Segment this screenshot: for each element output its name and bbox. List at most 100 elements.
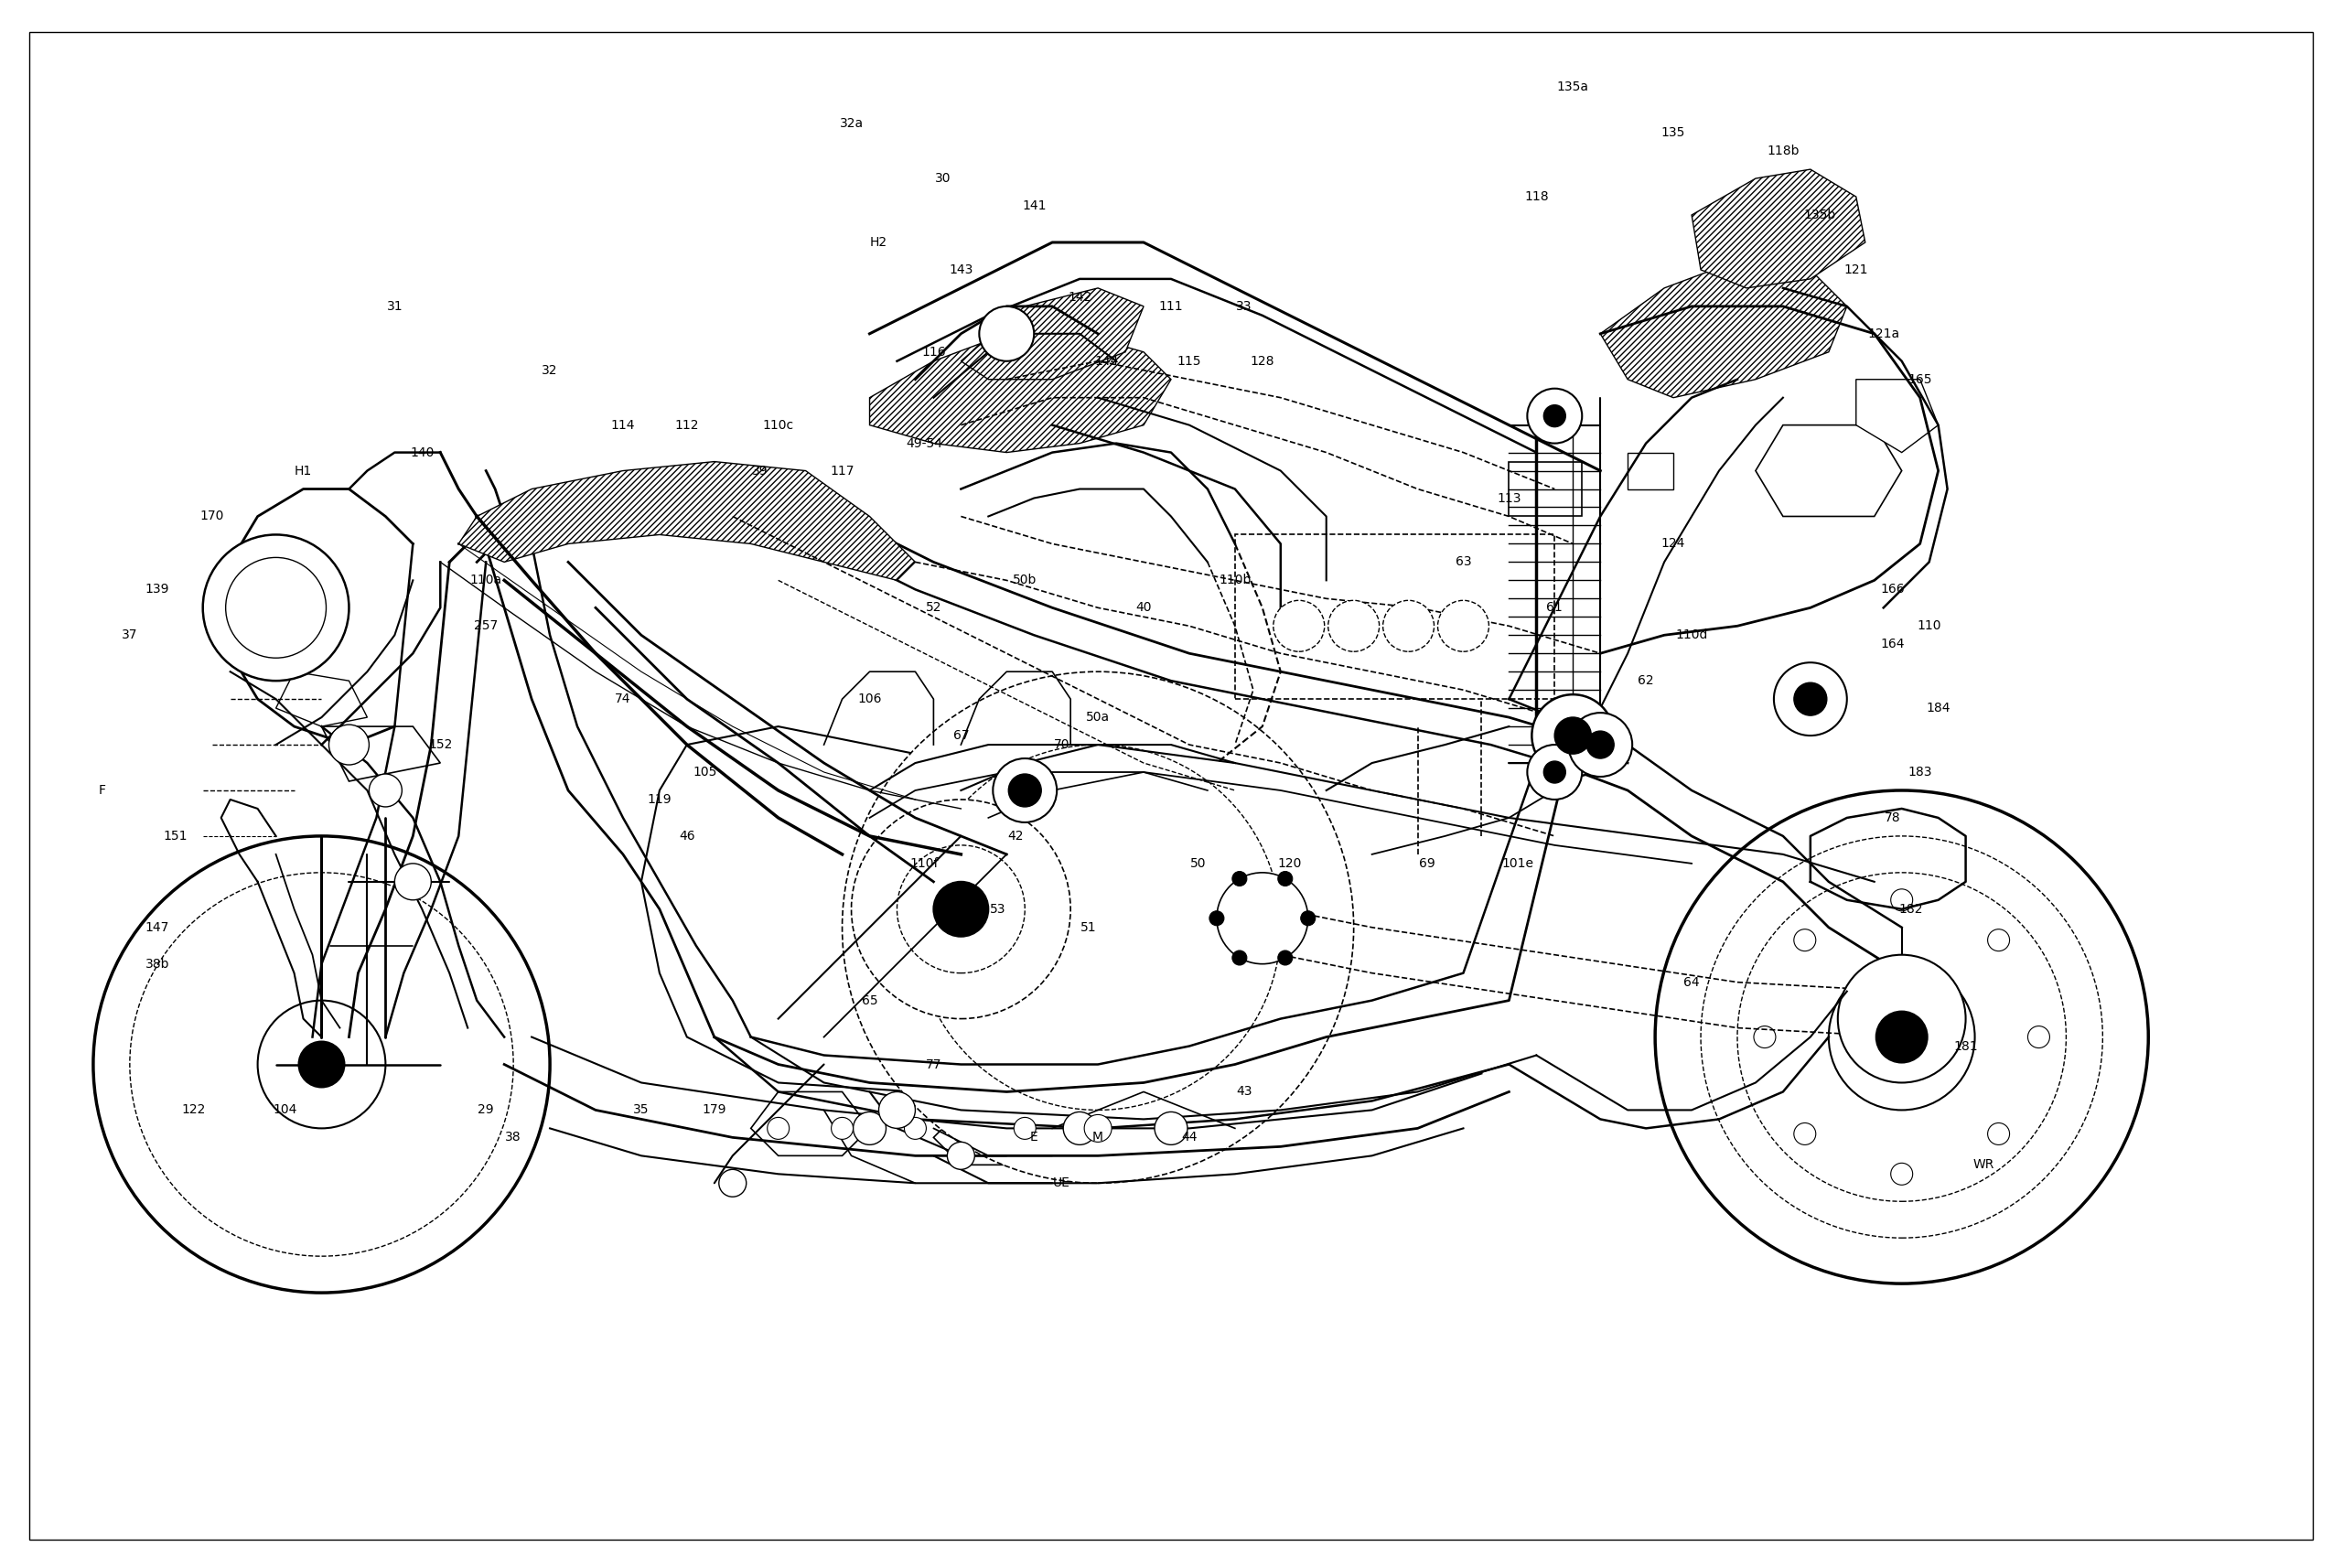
Text: 62: 62 xyxy=(1637,674,1653,687)
Text: 104: 104 xyxy=(273,1104,296,1116)
Text: WR: WR xyxy=(1973,1159,1994,1171)
Circle shape xyxy=(1586,731,1614,759)
Circle shape xyxy=(1439,601,1488,652)
Text: 35: 35 xyxy=(634,1104,648,1116)
Circle shape xyxy=(851,800,1070,1019)
Text: 151: 151 xyxy=(163,829,187,842)
Polygon shape xyxy=(641,726,1280,1091)
Text: 142: 142 xyxy=(1068,290,1091,304)
Text: 165: 165 xyxy=(1908,373,1933,386)
Text: 140: 140 xyxy=(410,445,434,459)
Text: 128: 128 xyxy=(1250,354,1276,367)
Text: 77: 77 xyxy=(926,1058,942,1071)
Text: 31: 31 xyxy=(387,299,403,312)
Circle shape xyxy=(1527,389,1581,444)
Circle shape xyxy=(1231,950,1248,966)
Circle shape xyxy=(1775,663,1847,735)
Circle shape xyxy=(1838,955,1966,1082)
Text: 181: 181 xyxy=(1954,1040,1978,1052)
Text: 170: 170 xyxy=(201,510,224,522)
Text: 110c: 110c xyxy=(763,419,793,431)
Text: 38: 38 xyxy=(506,1131,522,1145)
Circle shape xyxy=(1273,601,1325,652)
Text: 43: 43 xyxy=(1236,1085,1252,1098)
Circle shape xyxy=(1210,911,1224,925)
Circle shape xyxy=(1737,873,2066,1201)
Circle shape xyxy=(394,864,431,900)
Text: 141: 141 xyxy=(1021,199,1047,212)
Circle shape xyxy=(368,775,401,808)
Text: 40: 40 xyxy=(1136,601,1152,615)
Circle shape xyxy=(1569,713,1632,776)
Circle shape xyxy=(914,745,1280,1110)
Circle shape xyxy=(1555,717,1590,754)
Text: 44: 44 xyxy=(1182,1131,1196,1145)
Text: 61: 61 xyxy=(1546,601,1562,615)
Circle shape xyxy=(1891,1163,1912,1185)
Text: 143: 143 xyxy=(949,263,972,276)
Polygon shape xyxy=(275,671,366,726)
Text: 63: 63 xyxy=(1455,555,1471,569)
Text: 37: 37 xyxy=(121,629,138,641)
Text: E: E xyxy=(1031,1131,1038,1145)
Circle shape xyxy=(1154,1112,1187,1145)
Text: 114: 114 xyxy=(611,419,634,431)
Polygon shape xyxy=(1691,169,1866,289)
Text: 64: 64 xyxy=(1684,975,1700,988)
Polygon shape xyxy=(459,461,914,580)
Circle shape xyxy=(1231,872,1248,886)
Text: 46: 46 xyxy=(679,829,695,842)
Text: 113: 113 xyxy=(1497,492,1520,505)
Circle shape xyxy=(1877,1011,1926,1063)
Circle shape xyxy=(1084,1115,1112,1142)
Text: 164: 164 xyxy=(1880,638,1905,651)
Text: 152: 152 xyxy=(429,739,452,751)
Polygon shape xyxy=(751,1091,870,1156)
Circle shape xyxy=(1329,601,1378,652)
Text: 50a: 50a xyxy=(1087,710,1110,724)
Text: 106: 106 xyxy=(858,693,881,706)
Circle shape xyxy=(1544,405,1565,426)
Circle shape xyxy=(1828,964,1975,1110)
Text: 110d: 110d xyxy=(1674,629,1707,641)
Circle shape xyxy=(203,535,350,681)
Circle shape xyxy=(947,1142,975,1170)
Text: 50b: 50b xyxy=(1012,574,1038,586)
Circle shape xyxy=(905,1118,926,1140)
Text: 122: 122 xyxy=(182,1104,205,1116)
Circle shape xyxy=(1987,930,2010,952)
Text: 51: 51 xyxy=(1080,920,1096,935)
Text: 78: 78 xyxy=(1884,811,1901,825)
Bar xyxy=(1509,461,1581,516)
Text: 144: 144 xyxy=(1096,354,1119,367)
Circle shape xyxy=(879,1091,914,1129)
Text: 147: 147 xyxy=(145,920,170,935)
Text: 118b: 118b xyxy=(1768,144,1800,157)
Circle shape xyxy=(93,836,550,1292)
Text: 183: 183 xyxy=(1908,765,1933,779)
Text: 179: 179 xyxy=(702,1104,728,1116)
Circle shape xyxy=(329,724,368,765)
Circle shape xyxy=(854,1112,886,1145)
Text: 110a: 110a xyxy=(471,574,501,586)
Circle shape xyxy=(718,1170,746,1196)
Polygon shape xyxy=(933,1110,1052,1165)
Text: 39: 39 xyxy=(751,464,767,477)
Text: 32: 32 xyxy=(541,364,557,376)
Text: UE: UE xyxy=(1052,1176,1070,1190)
Polygon shape xyxy=(1856,379,1938,453)
Text: 112: 112 xyxy=(674,419,700,431)
Text: M: M xyxy=(1091,1131,1103,1145)
Circle shape xyxy=(1793,1123,1817,1145)
Circle shape xyxy=(1007,775,1042,808)
Circle shape xyxy=(1987,1123,2010,1145)
Text: 42: 42 xyxy=(1007,829,1024,842)
Circle shape xyxy=(1793,930,1817,952)
Circle shape xyxy=(1063,1112,1096,1145)
Text: 182: 182 xyxy=(1898,903,1924,916)
Text: 74: 74 xyxy=(616,693,632,706)
Text: 184: 184 xyxy=(1926,702,1950,715)
Text: 118: 118 xyxy=(1525,190,1548,204)
Circle shape xyxy=(1656,790,2148,1284)
Circle shape xyxy=(1754,1025,1775,1047)
